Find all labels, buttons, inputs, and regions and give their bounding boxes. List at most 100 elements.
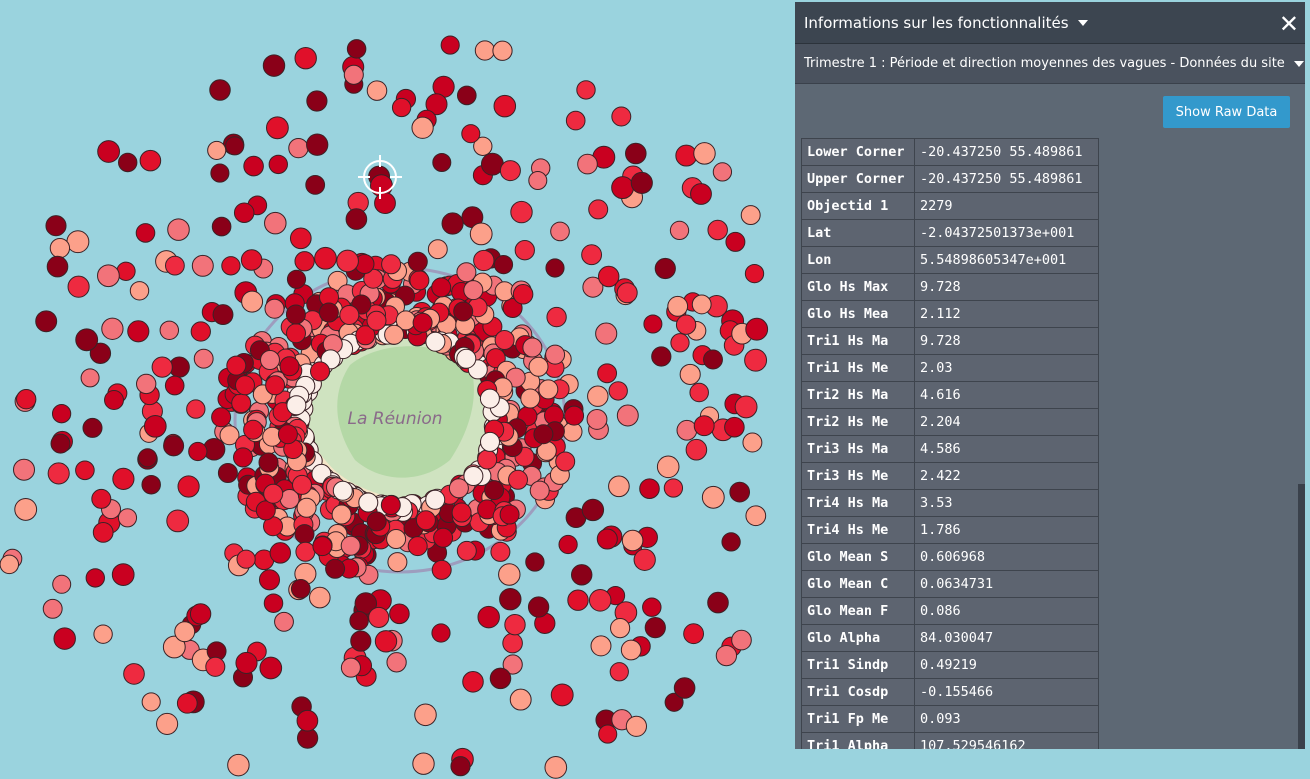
point[interactable] <box>514 240 535 261</box>
point[interactable] <box>509 688 532 711</box>
point[interactable] <box>151 356 173 378</box>
point[interactable] <box>306 90 328 112</box>
point[interactable] <box>374 192 396 215</box>
point[interactable] <box>210 163 230 183</box>
point[interactable] <box>502 632 523 654</box>
point[interactable] <box>166 509 190 533</box>
point[interactable] <box>480 431 500 452</box>
point[interactable] <box>80 368 100 388</box>
point[interactable] <box>588 199 609 220</box>
point[interactable] <box>502 654 523 675</box>
point[interactable] <box>609 662 629 682</box>
point[interactable] <box>721 532 741 552</box>
point[interactable] <box>290 579 311 599</box>
point[interactable] <box>707 219 728 241</box>
point[interactable] <box>258 452 279 473</box>
point[interactable] <box>544 756 568 779</box>
point[interactable] <box>664 692 684 712</box>
point[interactable] <box>477 605 500 629</box>
point[interactable] <box>101 317 124 340</box>
point[interactable] <box>407 251 428 272</box>
point[interactable] <box>331 504 352 525</box>
point[interactable] <box>296 709 319 732</box>
point[interactable] <box>350 630 372 652</box>
point[interactable] <box>715 644 738 667</box>
point[interactable] <box>499 588 522 611</box>
point[interactable] <box>50 433 71 454</box>
point[interactable] <box>277 424 298 445</box>
point[interactable] <box>712 162 733 182</box>
point[interactable] <box>294 251 315 272</box>
point[interactable] <box>191 254 214 277</box>
point[interactable] <box>644 616 666 639</box>
point[interactable] <box>683 623 705 645</box>
point[interactable] <box>522 337 543 358</box>
point[interactable] <box>745 505 767 527</box>
point[interactable] <box>538 379 559 400</box>
point[interactable] <box>477 449 498 470</box>
point[interactable] <box>611 176 635 200</box>
point[interactable] <box>508 469 528 490</box>
point[interactable] <box>368 606 390 628</box>
point[interactable] <box>450 756 471 777</box>
point[interactable] <box>463 280 484 301</box>
point[interactable] <box>231 393 252 414</box>
point[interactable] <box>564 405 585 426</box>
point[interactable] <box>731 629 752 651</box>
point[interactable] <box>310 361 330 382</box>
point[interactable] <box>581 498 605 522</box>
point[interactable] <box>318 302 339 323</box>
point[interactable] <box>292 474 312 495</box>
point[interactable] <box>295 541 316 562</box>
point[interactable] <box>345 208 368 230</box>
point[interactable] <box>462 671 484 693</box>
point[interactable] <box>630 171 653 194</box>
point[interactable] <box>143 414 167 438</box>
point[interactable] <box>567 589 589 611</box>
point[interactable] <box>188 441 208 462</box>
point[interactable] <box>643 314 663 334</box>
point[interactable] <box>453 301 474 322</box>
point[interactable] <box>461 124 481 144</box>
point[interactable] <box>729 481 751 503</box>
point[interactable] <box>611 106 632 127</box>
point[interactable] <box>479 388 500 409</box>
point[interactable] <box>586 408 608 430</box>
point[interactable] <box>651 346 672 367</box>
point[interactable] <box>0 554 20 575</box>
point[interactable] <box>91 488 112 509</box>
point[interactable] <box>186 399 206 419</box>
point[interactable] <box>45 215 67 237</box>
point[interactable] <box>596 528 618 550</box>
point[interactable] <box>46 255 69 278</box>
point[interactable] <box>386 529 407 549</box>
point[interactable] <box>274 611 294 632</box>
point[interactable] <box>654 257 676 280</box>
point[interactable] <box>211 407 232 428</box>
point[interactable] <box>414 703 437 727</box>
point[interactable] <box>411 116 434 139</box>
point[interactable] <box>546 306 567 328</box>
point[interactable] <box>141 692 161 712</box>
point[interactable] <box>691 294 712 315</box>
point[interactable] <box>312 536 333 557</box>
point[interactable] <box>75 460 95 481</box>
point[interactable] <box>51 404 72 424</box>
point[interactable] <box>473 249 495 272</box>
point[interactable] <box>358 492 379 513</box>
point[interactable] <box>363 268 384 289</box>
point[interactable] <box>325 558 346 579</box>
point[interactable] <box>597 265 620 288</box>
point[interactable] <box>75 328 99 352</box>
point[interactable] <box>608 475 630 498</box>
point[interactable] <box>499 160 521 182</box>
point[interactable] <box>744 263 765 284</box>
point[interactable] <box>669 220 690 241</box>
point[interactable] <box>415 510 436 531</box>
point[interactable] <box>190 321 211 342</box>
point[interactable] <box>625 715 648 737</box>
point[interactable] <box>374 630 398 653</box>
point[interactable] <box>262 54 286 77</box>
point[interactable] <box>565 110 586 131</box>
point[interactable] <box>693 415 715 437</box>
